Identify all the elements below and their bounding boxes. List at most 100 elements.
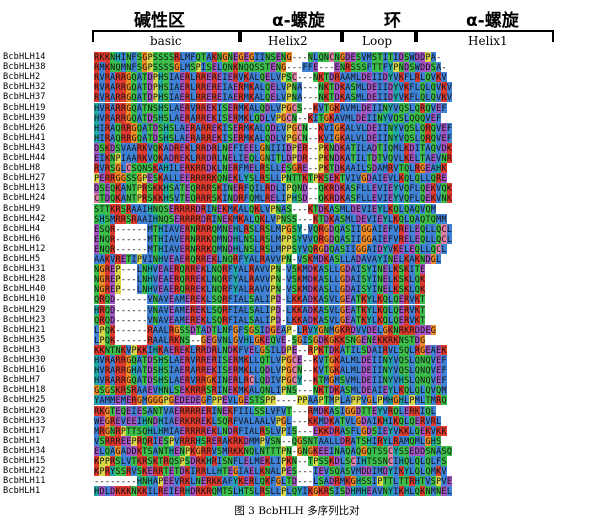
sequence-residues: HVRARRGQATDSHSLAERVRRGKINERLRCLQDIVPGCY-… <box>94 375 447 386</box>
sequence-name: BcbHLH23 <box>3 314 46 325</box>
region-helix1-cn: α-螺旋 <box>466 11 519 31</box>
sequence-residues: QRQD------VNAVEAMEREKLSQRFIALSALIPD-LKKA… <box>94 314 426 325</box>
sequence-name: BcbHLH35 <box>3 334 46 345</box>
sequence-residues: ESQR------MTHIAVERNRRRQMNEHLRSLRSLMPGSY-… <box>94 223 453 234</box>
sequence-residues: RVRARRGQATDPHSIAERLRREREIERVKALQELVPSC--… <box>94 72 447 83</box>
sequence-residues: QRQD------VNAVEAMEREKLSQRFIALSALIPD-LKKA… <box>94 294 426 305</box>
sequence-name: BcbHLH3 <box>3 344 41 355</box>
sequence-name: BcbHLH25 <box>3 395 46 406</box>
sequence-name: BcbHLH44 <box>3 153 46 163</box>
sequence-name: BcbHLH4 <box>3 223 41 234</box>
sequence-name: BcbHLH12 <box>3 243 46 254</box>
sequence-name: BcbHLH13 <box>3 183 46 194</box>
sequence-residues: RKKNHINFSGPSSSSRLMFQTAKNGNEGEGIINSENG---… <box>94 52 442 62</box>
sequence-name: BcbHLH18 <box>3 385 46 396</box>
sequence-residues: NGREP---LNHVEAERQRREKLNQRFYALRAVVPN-VSKM… <box>94 274 426 285</box>
sequence-name: BcbHLH33 <box>3 415 46 426</box>
region-basic-en: basic <box>150 34 182 48</box>
sequence-name: BcbHLH37 <box>3 92 46 103</box>
sequence-residues: HRQD------VNAVEAMEREKLSQRFIALSALIPD-LKKA… <box>94 304 426 315</box>
sequence-name: BcbHLH29 <box>3 304 46 315</box>
sequence-residues: KPRYSSRVSKERRTETDKIRRLLHTEGIAELKNALPES--… <box>94 466 447 477</box>
sequence-residues: RKGTEQEIESANTVAERRRRERINEKFIILSSLVFVT---… <box>94 405 436 416</box>
sequence-residues: LPQK------RAALRGSSDTADTLNFGFSGSIDGEAP-LR… <box>94 324 436 335</box>
sequence-name: BcbHLH32 <box>3 82 46 93</box>
sequence-residues: RMKNQMNFSGPSSSSGLMSPISELQNKNQQSSTENG---F… <box>94 62 447 73</box>
bracket-basic <box>92 30 240 42</box>
sequence-residues: HDLDKKKNKKILREIERHDRKRQMTSLHTSLRSLLPLQYI… <box>94 486 453 497</box>
sequence-name: BcbHLH7 <box>3 375 41 386</box>
sequence-name: BcbHLH9 <box>3 203 41 214</box>
sequence-residues: DSKDSVAARKVQKADREKLRRDRLNEFIEELGNIIIDPER… <box>94 142 453 153</box>
sequence-residues: VSRRREEPRQRIESPVRRRHSRERAKRKDMMPVSN--QGS… <box>94 435 442 446</box>
sequence-residues: HVRARRGQATDSHSLAERVRRERISERMKLLQTLVPGCE-… <box>94 355 447 365</box>
sequence-name: BcbHLH42 <box>3 213 46 224</box>
sequence-residues: KKNTNKVPKKIHKAEREKLRRDRLNDKFVELGSILDPE--… <box>94 344 447 355</box>
bracket-helix1 <box>416 30 554 42</box>
region-basic-cn: 碱性区 <box>134 11 185 31</box>
sequence-residues: DSEQKANTPRSKKHSATEQRRRSKINERFQILRDLIPQND… <box>94 183 453 194</box>
region-helix2-cn: α-螺旋 <box>272 11 325 31</box>
sequence-name: BcbHLH40 <box>3 284 46 295</box>
sequence-name: BcbHLH28 <box>3 274 46 285</box>
sequence-residues: ENQR------MTHIAVERNRRKQMNDHLNSLRSLMPPSYV… <box>94 233 453 244</box>
sequence-name: BcbHLH27 <box>3 173 46 184</box>
sequence-name: BcbHLH26 <box>3 122 46 133</box>
sequence-name: BcbHLH22 <box>3 466 46 477</box>
sequence-residues: EIKNPIAARKVQKADREKLRRDRLNELIEQLGNITLDPDR… <box>94 153 453 163</box>
bracket-helix2 <box>240 30 342 42</box>
sequence-residues: ELQAGADDKTSANTHENPKGRRVSMRKKNQLNTTTPN-GN… <box>94 445 453 456</box>
bracket-loop <box>342 30 416 42</box>
sequence-name: BcbHLH8 <box>3 163 41 174</box>
sequence-name: BcbHLH5 <box>3 254 41 264</box>
sequence-residues: HIRAQRRGQATDSHSLAERARREKISERMKALQDLVPGCN… <box>94 122 453 133</box>
sequence-name: BcbHLH17 <box>3 425 46 436</box>
region-helix2-en: Helix2 <box>268 34 308 48</box>
sequence-residues: PERRGGSSGPESKALLEERRRRKQNEKLYSLRSLLPNTTK… <box>94 173 447 184</box>
figure-caption: 图 3 BcbHLH 多序列比对 <box>234 505 360 517</box>
sequence-residues: RVRSGLCSQNSKAHILERKRRDKLNERFMELRSLLESGRE… <box>94 163 447 174</box>
region-loop-cn: 环 <box>384 11 401 31</box>
sequence-name: BcbHLH34 <box>3 445 46 456</box>
sequence-name: BcbHLH14 <box>3 52 46 62</box>
sequence-name: BcbHLH15 <box>3 456 46 466</box>
sequence-name: BcbHLH30 <box>3 355 46 365</box>
sequence-residues: AAKVRETIPVINHVEAERQRREKLNQRFYALRAVVPN-VS… <box>94 254 442 264</box>
sequence-name: BcbHLH16 <box>3 365 46 376</box>
sequence-name: BcbHLH1 <box>3 486 41 497</box>
sequence-name: BcbHLH31 <box>3 264 46 275</box>
sequence-residues: NGREP---LNHVEAERQRREKLNQRFYALRAVVPN-VSKM… <box>94 264 426 275</box>
sequence-name: BcbHLH41 <box>3 132 46 143</box>
sequence-residues: RVRARRGQATDPHSIAERLRREREIAERMKALQELVPNA-… <box>94 92 453 103</box>
sequence-name: BcbHLH24 <box>3 193 46 204</box>
sequence-residues: WEGREVEEIHNDHIAERKRREKLSQRFVALAALVPGL---… <box>94 415 442 426</box>
sequence-name: BcbHLH11 <box>3 476 46 487</box>
sequence-residues: STTKRSRAAIHNQSERRRRDRINEKMKALQKLVPNAS---… <box>94 203 436 214</box>
sequence-residues: LPQK------RAALRKNS--GEGVNLGVHLGKEQVE-SGI… <box>94 334 426 345</box>
sequence-residues: SHSMRRSRAAIHNQSERRRRDRINEKMKALQKLVPNSS--… <box>94 213 447 224</box>
sequence-residues: GSGSKRSRAAEVHNLSEKRRRSRINEKMKALQNLIPNS--… <box>94 385 447 396</box>
sequence-name: BcbHLH20 <box>3 405 46 416</box>
sequence-residues: HIRAQRRGQATDSHSLAERARREKISERMKALQDLVPGCN… <box>94 132 453 143</box>
sequence-name: BcbHLH2 <box>3 72 41 83</box>
sequence-residues: MRGNRPTTSQHLHMIAERRRREKLNDRFIALRSLVPIS--… <box>94 425 447 436</box>
sequence-residues: YAMMEMERGMGGGPGEDEDEGFPPEVLGESTSPP----PP… <box>94 395 447 406</box>
sequence-name: BcbHLH10 <box>3 294 46 305</box>
sequence-residues: RVRARRGQATDPHSIAERLRREREIAERMKALQELVPNA-… <box>94 82 453 93</box>
sequence-name: BcbHLH21 <box>3 324 46 335</box>
sequence-residues: --------HNHAPEEVRKLNERKKAFYKERLQKFGLTD--… <box>94 476 453 487</box>
sequence-residues: CTDQKANTPRSKKHSVTEQRRRSKINDRFQMLRELIPHSD… <box>94 193 453 204</box>
sequence-name: BcbHLH38 <box>3 62 46 73</box>
sequence-residues: HVRARRGQATNSHSLAERVRREKISERMKALQDLVPGCS-… <box>94 102 447 113</box>
region-helix1-en: Helix1 <box>468 34 508 48</box>
sequence-name: BcbHLH43 <box>3 142 46 153</box>
sequence-name: BcbHLH39 <box>3 112 46 123</box>
sequence-residues: HVRARRGQATDSHSLAERARREKISERMKLQDLVPGCN--… <box>94 112 442 123</box>
sequence-name: BcbHLH6 <box>3 233 41 244</box>
sequence-residues: KPPRSLVTKRSKTRQSPSDRKHRISNFLELMEKLIPKN--… <box>94 456 447 466</box>
sequence-residues: NGREP---LNHVEAERQRREKLNQRFYALRAVVPN-VSKM… <box>94 284 426 295</box>
sequence-residues: HVRARRGHATDSHSIAERARREKISERMKLLQDLVPGCN-… <box>94 365 447 376</box>
sequence-name: BcbHLH1 <box>3 435 41 446</box>
sequence-name: BcbHLH19 <box>3 102 46 113</box>
